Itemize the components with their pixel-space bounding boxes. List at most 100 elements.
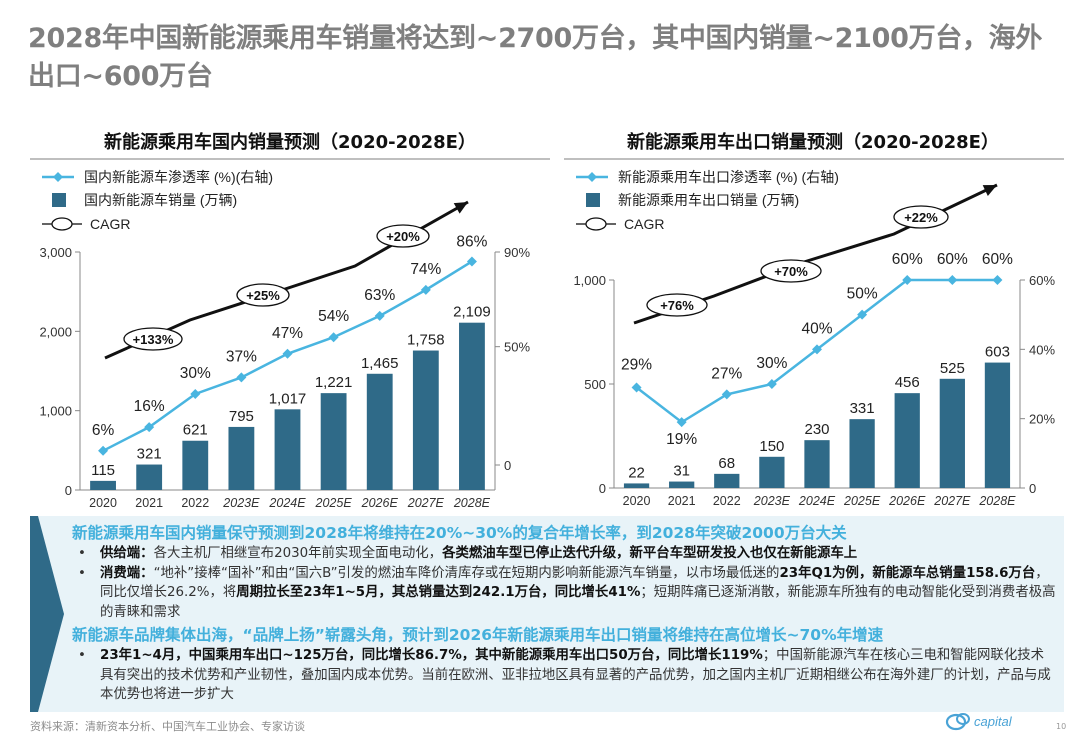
- line-value-label: 60%: [892, 251, 923, 268]
- y-left-tick-label: 1,000: [573, 273, 606, 288]
- cagr-value-label: +133%: [133, 332, 174, 347]
- bar-value-label: 621: [183, 422, 208, 439]
- x-tick-label: 2027E: [933, 494, 971, 508]
- x-tick-label: 2025E: [843, 494, 881, 508]
- cagr-oval: [646, 293, 708, 317]
- line-point-export-2026E: [902, 275, 913, 285]
- cagr-value-label: +76%: [660, 298, 694, 313]
- line-value-label: 60%: [937, 251, 968, 268]
- line-point-export-2021: [676, 417, 687, 428]
- x-tick-label: 2028E: [978, 494, 1016, 508]
- bullet-supply-text: 各大主机厂相继宣布2030年前实现全面电动化，: [153, 546, 443, 561]
- cagr-oval: [376, 224, 430, 248]
- bullet-supply-bold: 各类燃油车型已停止迭代升级，新平台车型研发投入也仅在新能源车上: [442, 546, 858, 561]
- bullet-demand-text-3: ；短期阵痛已逐渐消散，新能源车所独有的电动智能化受到消费者极高的青睐和需求: [100, 585, 1056, 620]
- bullet-supply: • 供给端：各大主机厂相继宣布2030年前实现全面电动化，各类燃油车型已停止迭代…: [72, 544, 1056, 564]
- bar-export-2024E: [804, 440, 830, 488]
- line-value-label: 47%: [272, 325, 303, 342]
- x-tick-label: 2026E: [361, 496, 399, 510]
- bar-domestic-2023E: [228, 426, 255, 490]
- bullet-demand-text-1: “地补”接棒“国补”和由“国六B”引发的燃油车降价清库存或在短期内影响新能源汽车…: [153, 565, 780, 581]
- bar-value-label: 795: [229, 408, 254, 425]
- line-point-domestic-2026E: [374, 310, 385, 321]
- bar-value-label: 603: [985, 344, 1010, 361]
- bullet-export-text: ；中国新能源汽车在核心三电和智能网联化技术具有突出的技术优势和产业韧性，叠加国内…: [100, 648, 1051, 702]
- bar-value-label: 230: [804, 421, 829, 438]
- y-right-tick-label: 60%: [1029, 273, 1055, 288]
- bar-value-label: 1,017: [269, 390, 307, 407]
- chevron-right-icon: [30, 516, 64, 712]
- cagr-value-label: +25%: [246, 288, 280, 303]
- line-value-label: 63%: [364, 287, 395, 304]
- x-tick-label: 2024E: [798, 494, 836, 508]
- y-left-tick-label: 0: [65, 483, 72, 498]
- bar-value-label: 31: [673, 463, 690, 480]
- cagr-arrowhead: [982, 185, 997, 197]
- x-tick-label: 2023E: [222, 496, 260, 510]
- legend-bar-swatch: [586, 193, 600, 207]
- legend-cagr-oval: [51, 217, 73, 231]
- line-value-label: 30%: [180, 365, 211, 382]
- bar-domestic-2020: [90, 480, 116, 490]
- bar-domestic-2025E: [320, 393, 347, 490]
- legend-bar-swatch: [52, 193, 66, 207]
- line-point-domestic-2021: [144, 422, 155, 433]
- bar-domestic-2026E: [366, 373, 393, 490]
- line-value-label: 37%: [226, 348, 257, 365]
- page-title: 2028年中国新能源乘用车销量将达到~2700万台，其中国内销量~2100万台，…: [28, 23, 1043, 92]
- legend-label-penetration: 国内新能源车渗透率 (%)(右轴): [84, 169, 273, 185]
- bar-export-2028E: [984, 362, 1011, 488]
- y-left-tick-label: 0: [599, 481, 606, 496]
- y-left-tick-label: 1,000: [39, 404, 72, 419]
- line-point-domestic-2025E: [328, 332, 339, 343]
- bullet-export-bold: 23年1~4月，中国乘用车出口~125万台，同比增长86.7%，其中新能源乘用车…: [100, 648, 763, 663]
- line-point-domestic-2020: [98, 445, 109, 456]
- x-tick-label: 2022: [713, 494, 741, 508]
- bar-value-label: 1,465: [361, 355, 399, 372]
- bullet-demand-bold-2: 周期拉长至23年1~5月，其总销量达到242.1万台，同比增长41%: [236, 585, 641, 600]
- bar-value-label: 68: [718, 455, 735, 472]
- bar-export-2023E: [759, 456, 785, 488]
- summary-headline-domestic: 新能源乘用车国内销量保守预测到2028年将维持在20%~30%的复合年增长率，到…: [72, 524, 847, 542]
- cagr-oval: [893, 205, 949, 229]
- x-tick-label: 2028E: [453, 496, 491, 510]
- y-left-tick-label: 500: [584, 377, 606, 392]
- x-tick-label: 2024E: [268, 496, 306, 510]
- bar-export-2026E: [894, 393, 920, 488]
- line-value-label: 30%: [756, 355, 787, 372]
- bullet-demand: • 消费端：“地补”接棒“国补”和由“国六B”引发的燃油车降价清库存或在短期内影…: [72, 564, 1056, 623]
- x-tick-label: 2022: [181, 496, 209, 510]
- legend-label-penetration: 新能源乘用车出口渗透率 (%) (右轴): [618, 169, 839, 185]
- y-right-tick-label: 90%: [504, 245, 530, 260]
- bar-value-label: 115: [91, 462, 115, 479]
- bullet-supply-label: 供给端：: [100, 546, 154, 561]
- line-point-export-2025E: [857, 309, 868, 320]
- line-point-domestic-2024E: [282, 348, 293, 359]
- bar-value-label: 1,221: [315, 374, 353, 391]
- bar-value-label: 525: [940, 360, 965, 377]
- legend-label-cagr: CAGR: [90, 216, 130, 232]
- legend-cagr-oval: [585, 217, 607, 231]
- y-right-tick-label: 50%: [504, 340, 530, 355]
- bullet-export: • 23年1~4月，中国乘用车出口~125万台，同比增长86.7%，其中新能源乘…: [72, 646, 1056, 705]
- cagr-value-label: +20%: [386, 229, 420, 244]
- bar-value-label: 456: [895, 374, 920, 391]
- line-value-label: 29%: [621, 356, 652, 373]
- bar-export-2022: [714, 473, 740, 488]
- line-point-domestic-2027E: [420, 284, 431, 295]
- y-right-tick-label: 0: [1029, 481, 1036, 496]
- bullet-dot: •: [78, 565, 86, 581]
- line-point-domestic-2028E: [466, 256, 477, 267]
- x-tick-label: 2021: [668, 494, 696, 508]
- bullet-dot: •: [78, 648, 86, 663]
- y-left-tick-label: 2,000: [39, 324, 72, 339]
- legend-label-sales: 国内新能源车销量 (万辆): [84, 192, 237, 208]
- line-value-label: 74%: [410, 261, 441, 278]
- logo-text: capital: [974, 714, 1013, 729]
- line-value-label: 86%: [456, 233, 487, 250]
- page-number: 10: [1056, 722, 1067, 731]
- line-value-label: 50%: [847, 286, 878, 303]
- legend-diamond-marker: [587, 172, 597, 182]
- bar-value-label: 22: [628, 464, 645, 481]
- cagr-oval: [760, 259, 822, 283]
